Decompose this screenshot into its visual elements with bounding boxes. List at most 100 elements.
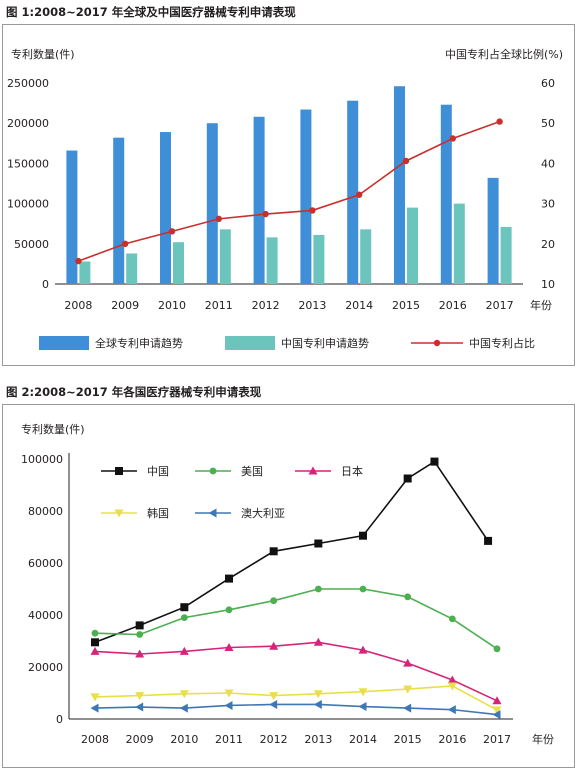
x-tick-label: 2015: [394, 733, 422, 746]
legend-label-global: 全球专利申请趋势: [95, 336, 183, 350]
x-tick-label: 2017: [483, 733, 511, 746]
bar-china: [219, 229, 231, 284]
x-tick-label: 2016: [439, 299, 467, 312]
y-tick-label-left: 100000: [7, 198, 49, 211]
bar-global: [394, 86, 405, 284]
legend-label-2: 日本: [341, 464, 363, 478]
x-tick-label: 2009: [126, 733, 154, 746]
left-axis-label: 专利数量(件): [11, 47, 75, 61]
ratio-point: [402, 157, 410, 165]
series-point-2: [358, 645, 368, 654]
x-tick-label: 2012: [252, 299, 280, 312]
series-point-2: [90, 646, 100, 655]
legend-label-ratio: 中国专利占比: [469, 336, 535, 350]
y-tick-label: 0: [56, 713, 63, 726]
x-unit-label: 年份: [532, 732, 554, 746]
y-tick-label-right: 10: [541, 278, 555, 291]
series-point-2: [224, 643, 234, 651]
y-tick-label-left: 200000: [7, 117, 49, 130]
figure1-title: 图 1:2008~2017 年全球及中国医疗器械专利申请表现: [6, 5, 296, 19]
series-point-3: [403, 685, 413, 694]
bar-global: [66, 150, 78, 284]
bar-global: [300, 109, 312, 284]
series-point-1: [225, 606, 233, 614]
legend-swatch-global: [39, 336, 89, 350]
x-tick-label: 2011: [205, 299, 233, 312]
series-line-0: [94, 460, 489, 644]
y-tick-label: 80000: [28, 505, 63, 518]
y-tick-label-right: 50: [541, 117, 555, 130]
series-point-0: [180, 603, 189, 612]
series-point-2: [135, 649, 145, 658]
x-tick-label: 2014: [349, 733, 377, 746]
x-tick-label: 2017: [486, 299, 514, 312]
ratio-point: [262, 210, 269, 218]
series-point-4: [179, 703, 188, 713]
legend-label-3: 韩国: [147, 506, 169, 520]
x-tick-label: 2013: [298, 299, 326, 312]
x-tick-label: 2013: [304, 733, 332, 746]
x-tick-label: 2010: [158, 299, 186, 312]
bar-global: [253, 116, 265, 284]
right-axis-label: 中国专利占全球比例(%): [445, 47, 563, 61]
bar-china: [500, 226, 512, 284]
y-tick-label-right: 60: [541, 77, 555, 90]
bar-china: [173, 242, 184, 284]
ratio-point: [496, 118, 503, 125]
x-tick-label: 2012: [260, 733, 288, 746]
series-point-2: [447, 675, 457, 684]
y-tick-label-left: 250000: [7, 77, 49, 90]
legend-swatch-china: [225, 336, 275, 350]
legend-marker-3: [114, 509, 124, 518]
series-point-2: [403, 658, 413, 667]
y-tick-label: 40000: [28, 609, 63, 622]
bar-china: [79, 261, 91, 284]
series-point-2: [269, 641, 279, 650]
x-tick-label: 2009: [111, 299, 139, 312]
bar-china: [313, 234, 325, 284]
legend-marker-0: [115, 467, 123, 475]
series-point-0: [135, 621, 144, 630]
series-point-3: [447, 682, 457, 691]
series-point-1: [404, 593, 412, 601]
bar-china: [407, 207, 418, 284]
legend-label-china: 中国专利申请趋势: [281, 336, 369, 350]
series-point-2: [313, 637, 323, 646]
series-point-3: [224, 689, 234, 698]
ratio-point: [168, 228, 176, 235]
bar-global: [487, 177, 499, 284]
ratio-point: [215, 215, 222, 223]
series-point-0: [269, 547, 278, 556]
bar-china: [266, 237, 278, 284]
series-point-0: [225, 574, 233, 583]
series-point-3: [358, 688, 368, 697]
series-point-0: [430, 457, 439, 466]
series-point-1: [270, 597, 278, 605]
y-tick-label-right: 30: [541, 198, 555, 211]
figure1-panel: 专利数量(件) 中国专利占全球比例(%) 0 50000 100000 150000 200…: [2, 24, 575, 366]
series-point-1: [91, 629, 99, 637]
bar-china: [360, 229, 372, 284]
series-point-2: [492, 696, 502, 705]
x-tick-label: 2016: [438, 733, 466, 746]
figure2-panel: 专利数量(件) 0 20000 40000 60000 80000 100000 2008 20…: [2, 404, 575, 768]
ratio-point: [75, 257, 82, 265]
series-point-3: [179, 690, 189, 699]
bar-global: [206, 123, 218, 284]
ratio-point: [122, 240, 129, 247]
ratio-point: [449, 135, 456, 142]
bar-global: [113, 137, 125, 284]
y-tick-label-left: 50000: [14, 238, 49, 251]
series-point-3: [90, 693, 100, 702]
series-point-1: [180, 614, 188, 621]
series-point-4: [313, 699, 322, 709]
series-point-4: [269, 699, 278, 709]
series-point-0: [359, 531, 367, 540]
legend-marker-ratio: [433, 339, 441, 347]
figure2-title: 图 2:2008~2017 年各国医疗器械专利申请表现: [6, 385, 262, 399]
series-point-3: [313, 690, 323, 699]
x-tick-label: 2008: [64, 299, 92, 312]
bar-global: [440, 104, 452, 284]
y-tick-label-left: 150000: [7, 157, 49, 170]
series-point-1: [448, 615, 456, 623]
